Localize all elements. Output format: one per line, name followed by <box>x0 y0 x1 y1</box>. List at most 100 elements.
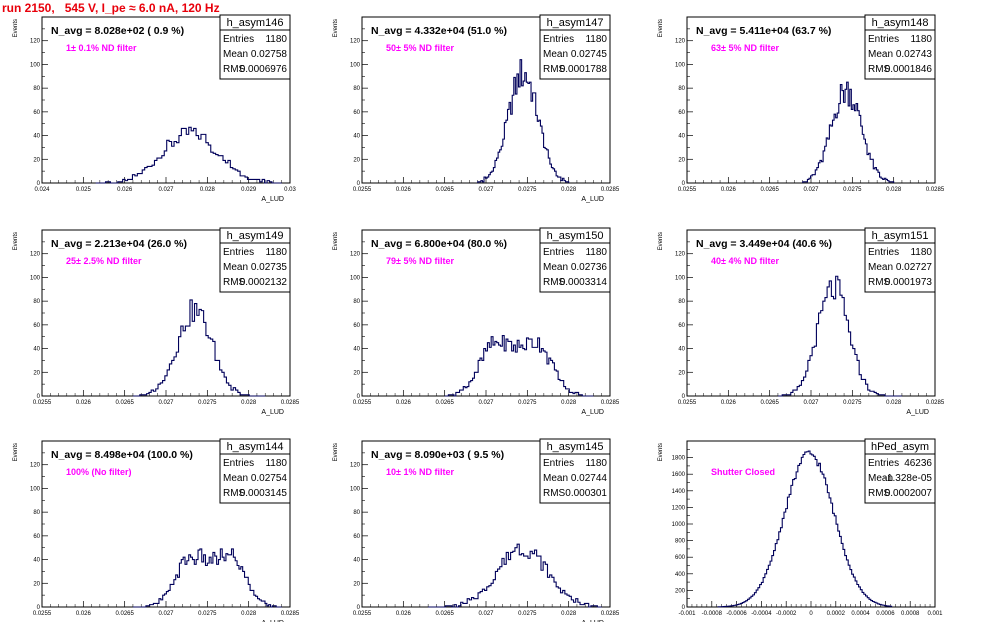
filter-note: 40± 4% ND filter <box>711 256 779 266</box>
y-axis-title: Events <box>13 232 19 250</box>
y-tick-label: 40 <box>353 558 360 564</box>
stats-value-rms: 0.0003314 <box>560 277 608 288</box>
y-axis-title: Events <box>13 443 19 461</box>
x-tick-label: 0.0275 <box>843 187 862 193</box>
n-avg-label: N_avg = 2.213e+04 (26.0 %) <box>51 238 187 250</box>
y-tick-label: 60 <box>678 323 685 329</box>
x-tick-label: 0.028 <box>561 187 577 193</box>
stats-box <box>864 438 936 504</box>
stats-value-entries: 1180 <box>585 458 607 469</box>
x-tick-label: 0.0285 <box>601 611 620 617</box>
y-tick-label: 0 <box>682 605 686 611</box>
x-tick-label: 0.0255 <box>33 611 52 617</box>
stats-value-entries: 46236 <box>904 458 932 469</box>
y-tick-label: 60 <box>33 110 40 116</box>
x-tick-label: 0.0265 <box>115 611 134 617</box>
stats-value-rms: 0.0001973 <box>885 277 933 288</box>
stats-key-entries: Entries <box>868 247 899 258</box>
n-avg-label: N_avg = 4.332e+04 (51.0 %) <box>371 25 507 37</box>
x-tick-label: 0.027 <box>158 611 174 617</box>
x-tick-label: 0.0275 <box>518 400 537 406</box>
n-avg-label: N_avg = 5.411e+04 (63.7 %) <box>696 25 831 37</box>
x-axis-title: A_LUD <box>261 409 284 416</box>
x-tick-label: 0.0265 <box>760 400 779 406</box>
stats-value-entries: 1180 <box>585 247 607 258</box>
stats-box <box>539 227 611 293</box>
stats-value-mean: 0.02745 <box>571 49 608 60</box>
x-tick-label: 0.0255 <box>678 187 697 193</box>
stats-key-entries: Entries <box>543 458 574 469</box>
y-tick-label: 0 <box>357 605 361 611</box>
y-tick-label: 80 <box>353 299 360 305</box>
filter-note: 50± 5% ND filter <box>386 43 454 53</box>
y-tick-label: 40 <box>678 347 685 353</box>
y-tick-label: 20 <box>353 581 360 587</box>
y-tick-label: 100 <box>30 486 41 492</box>
histogram-line <box>777 275 902 397</box>
y-tick-label: 120 <box>350 39 361 45</box>
stats-key-rms: RMS <box>868 277 891 288</box>
run-title: run 2150, 545 V, I_pe ≈ 6.0 nA, 120 Hz <box>2 1 220 15</box>
x-tick-label: 0.029 <box>241 187 257 193</box>
x-tick-label: 0.0255 <box>353 611 372 617</box>
histogram-line <box>132 548 282 608</box>
stats-box <box>219 227 291 293</box>
y-tick-label: 200 <box>675 588 686 594</box>
x-axis-title: A_LUD <box>261 196 284 203</box>
y-tick-label: 100 <box>350 275 361 281</box>
stats-key-mean: Mean <box>223 473 248 484</box>
histogram-panel-h_asym147: 0 20 40 60 80 100 120 0.0255 0.026 0.0265 0.027 0.0… <box>333 14 620 203</box>
y-tick-label: 0 <box>682 394 686 400</box>
filter-note: 79± 5% ND filter <box>386 256 454 266</box>
x-tick-label: 0.027 <box>478 400 494 406</box>
y-tick-label: 120 <box>30 39 41 45</box>
histogram-line <box>95 126 282 184</box>
histogram-line <box>132 299 266 397</box>
y-tick-label: 120 <box>675 252 686 258</box>
y-tick-label: 1600 <box>672 472 686 478</box>
x-tick-label: 0.026 <box>396 187 412 193</box>
n-avg-label: N_avg = 8.498e+04 (100.0 %) <box>51 449 193 461</box>
filter-note: 10± 1% ND filter <box>386 467 454 477</box>
histogram-line <box>802 81 895 183</box>
x-tick-label: 0.0275 <box>518 187 537 193</box>
stats-value-entries: 1180 <box>265 458 287 469</box>
y-tick-label: 0 <box>37 605 41 611</box>
x-tick-label: 0.026 <box>76 611 92 617</box>
stats-title: h_asym146 <box>227 17 284 29</box>
stats-value-entries: 1180 <box>910 34 932 45</box>
stats-value-rms: 0.0001846 <box>885 64 933 75</box>
y-tick-label: 0 <box>682 181 686 187</box>
x-tick-label: 0.0285 <box>601 187 620 193</box>
stats-key-entries: Entries <box>868 458 899 469</box>
y-tick-label: 20 <box>33 370 40 376</box>
y-tick-label: 60 <box>33 323 40 329</box>
stats-key-entries: Entries <box>223 247 254 258</box>
stats-box <box>864 227 936 293</box>
x-tick-label: 0.027 <box>803 400 819 406</box>
x-tick-label: 0.0285 <box>601 400 620 406</box>
y-tick-label: 20 <box>353 370 360 376</box>
y-tick-label: 60 <box>33 534 40 540</box>
y-tick-label: 80 <box>353 510 360 516</box>
y-tick-label: 100 <box>675 62 686 68</box>
histogram-panel-h_asym145: 0 20 40 60 80 100 120 0.0255 0.026 0.0265 0.027 0.0… <box>333 438 620 622</box>
x-tick-label: -0.0004 <box>751 611 772 617</box>
filter-note: 63± 5% ND filter <box>711 43 779 53</box>
stats-box <box>219 14 291 80</box>
y-tick-label: 40 <box>678 134 685 140</box>
histogram-line <box>444 334 594 397</box>
x-tick-label: 0.0285 <box>281 400 300 406</box>
stats-value-entries: 1180 <box>265 247 287 258</box>
y-tick-label: 80 <box>33 299 40 305</box>
x-tick-label: -0.0008 <box>702 611 723 617</box>
x-tick-label: 0.028 <box>886 187 902 193</box>
stats-value-rms: 0.0002132 <box>240 277 288 288</box>
y-tick-label: 60 <box>678 110 685 116</box>
x-tick-label: 0 <box>809 611 813 617</box>
stats-key-rms: RMS <box>223 277 246 288</box>
x-tick-label: 0.0002 <box>827 611 846 617</box>
x-tick-label: 0.026 <box>396 400 412 406</box>
y-tick-label: 0 <box>37 181 41 187</box>
